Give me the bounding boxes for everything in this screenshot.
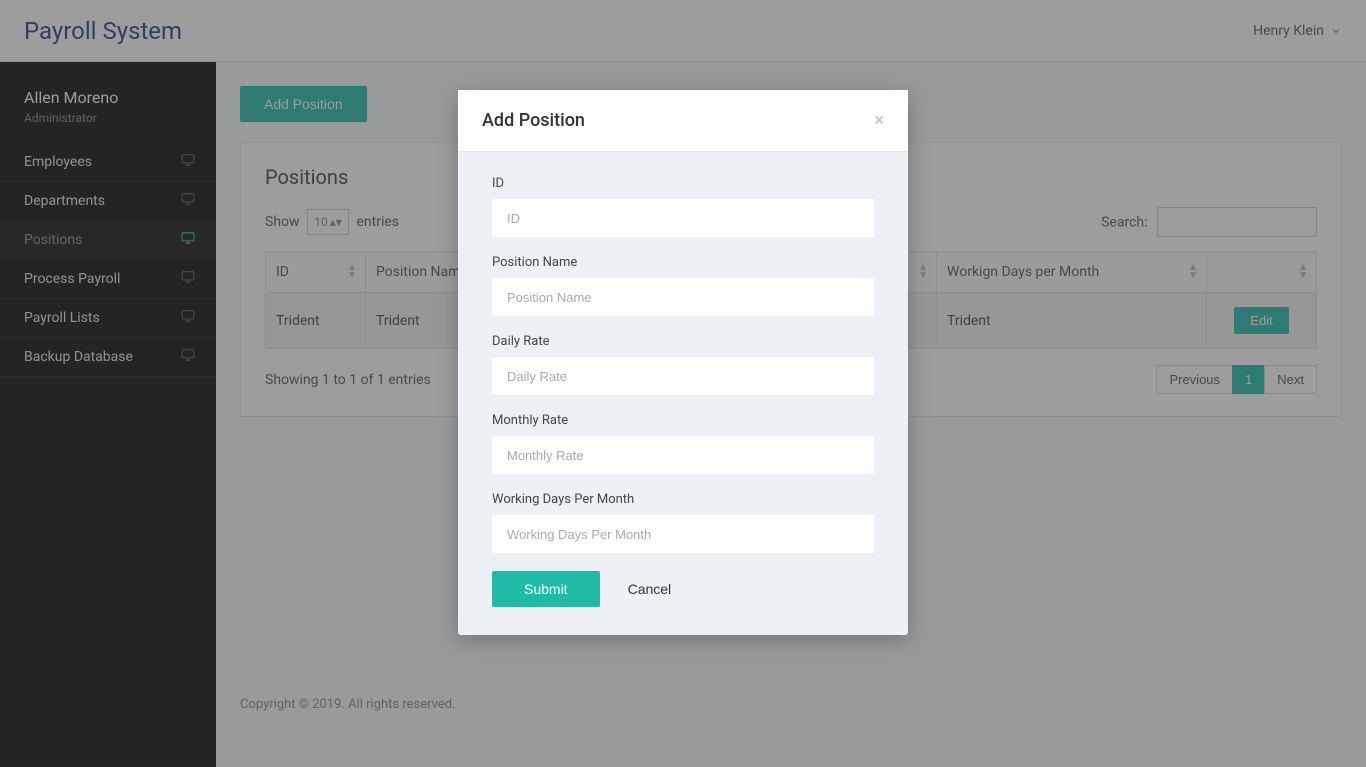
label-working-days: Working Days Per Month (492, 492, 874, 507)
form-group-daily-rate: Daily Rate (492, 334, 874, 395)
input-position-name[interactable] (492, 278, 874, 316)
close-icon[interactable]: × (874, 110, 884, 131)
label-id: ID (492, 176, 874, 191)
modal-body: ID Position Name Daily Rate Monthly Rate… (458, 152, 908, 635)
input-monthly-rate[interactable] (492, 436, 874, 474)
input-id[interactable] (492, 199, 874, 237)
modal-overlay[interactable]: Add Position × ID Position Name Daily Ra… (0, 0, 1366, 767)
form-group-monthly-rate: Monthly Rate (492, 413, 874, 474)
add-position-modal: Add Position × ID Position Name Daily Ra… (458, 90, 908, 635)
form-group-id: ID (492, 176, 874, 237)
modal-header: Add Position × (458, 90, 908, 152)
modal-title: Add Position (482, 110, 585, 131)
input-working-days[interactable] (492, 515, 874, 553)
label-daily-rate: Daily Rate (492, 334, 874, 349)
modal-actions: Submit Cancel (492, 571, 874, 607)
form-group-position-name: Position Name (492, 255, 874, 316)
label-monthly-rate: Monthly Rate (492, 413, 874, 428)
submit-button[interactable]: Submit (492, 571, 600, 607)
label-position-name: Position Name (492, 255, 874, 270)
cancel-button[interactable]: Cancel (628, 581, 672, 597)
input-daily-rate[interactable] (492, 357, 874, 395)
form-group-working-days: Working Days Per Month (492, 492, 874, 553)
